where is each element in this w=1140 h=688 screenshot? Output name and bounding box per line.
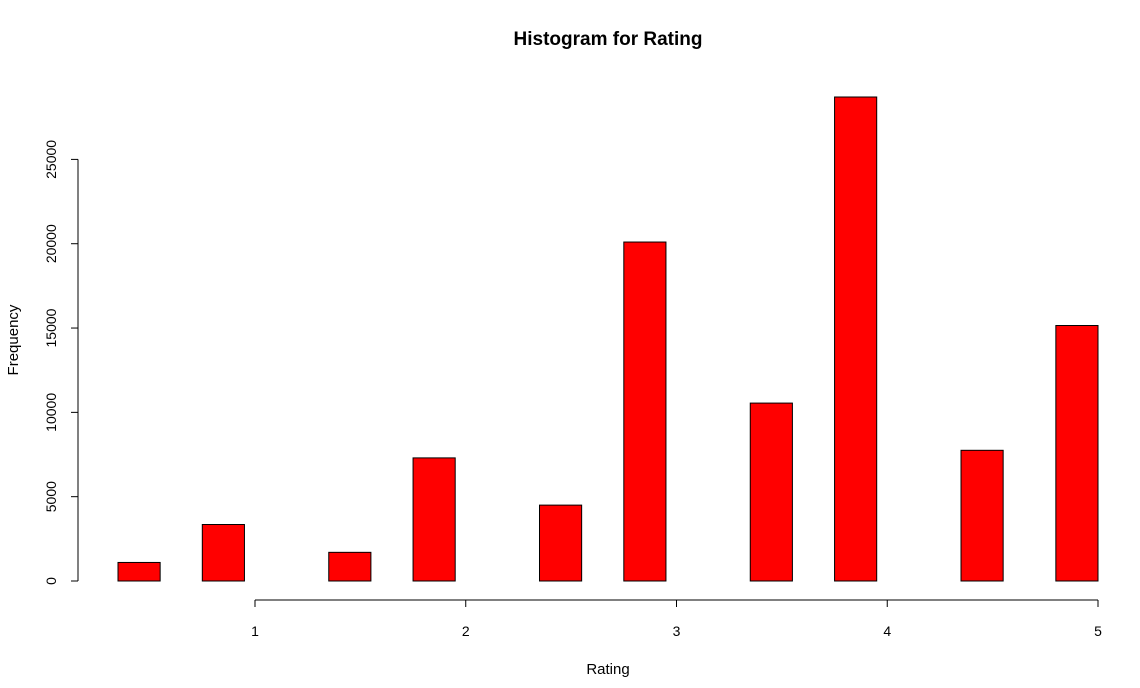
y-tick-label: 10000: [43, 393, 59, 432]
x-tick-label: 2: [462, 623, 470, 639]
y-tick-label: 20000: [43, 224, 59, 263]
bars-group: [117, 96, 1099, 582]
y-axis-label: Frequency: [5, 304, 22, 375]
histogram-bar: [539, 504, 583, 582]
histogram-bar: [201, 524, 245, 582]
histogram-bar: [117, 561, 161, 582]
y-tick-label: 15000: [43, 308, 59, 347]
histogram-bar: [834, 96, 878, 582]
x-tick-label: 1: [251, 623, 259, 639]
histogram-bar: [1055, 325, 1099, 582]
chart-title: Histogram for Rating: [514, 29, 703, 50]
histogram-bar: [623, 241, 667, 582]
y-tick-label: 5000: [43, 481, 59, 512]
histogram-bar: [328, 551, 372, 582]
histogram-bar: [412, 457, 456, 582]
histogram-bar: [960, 449, 1004, 582]
x-tick-label: 3: [673, 623, 681, 639]
x-tick-label: 4: [883, 623, 891, 639]
x-axis-label: Rating: [586, 661, 629, 678]
y-axis: 0 5000 10000 15000 20000 25000: [43, 140, 79, 585]
y-tick-label: 0: [43, 577, 59, 585]
histogram-bar: [749, 402, 793, 582]
x-tick-label: 5: [1094, 623, 1102, 639]
y-tick-label: 25000: [43, 140, 59, 179]
x-axis: 1 2 3 4 5: [251, 599, 1102, 639]
